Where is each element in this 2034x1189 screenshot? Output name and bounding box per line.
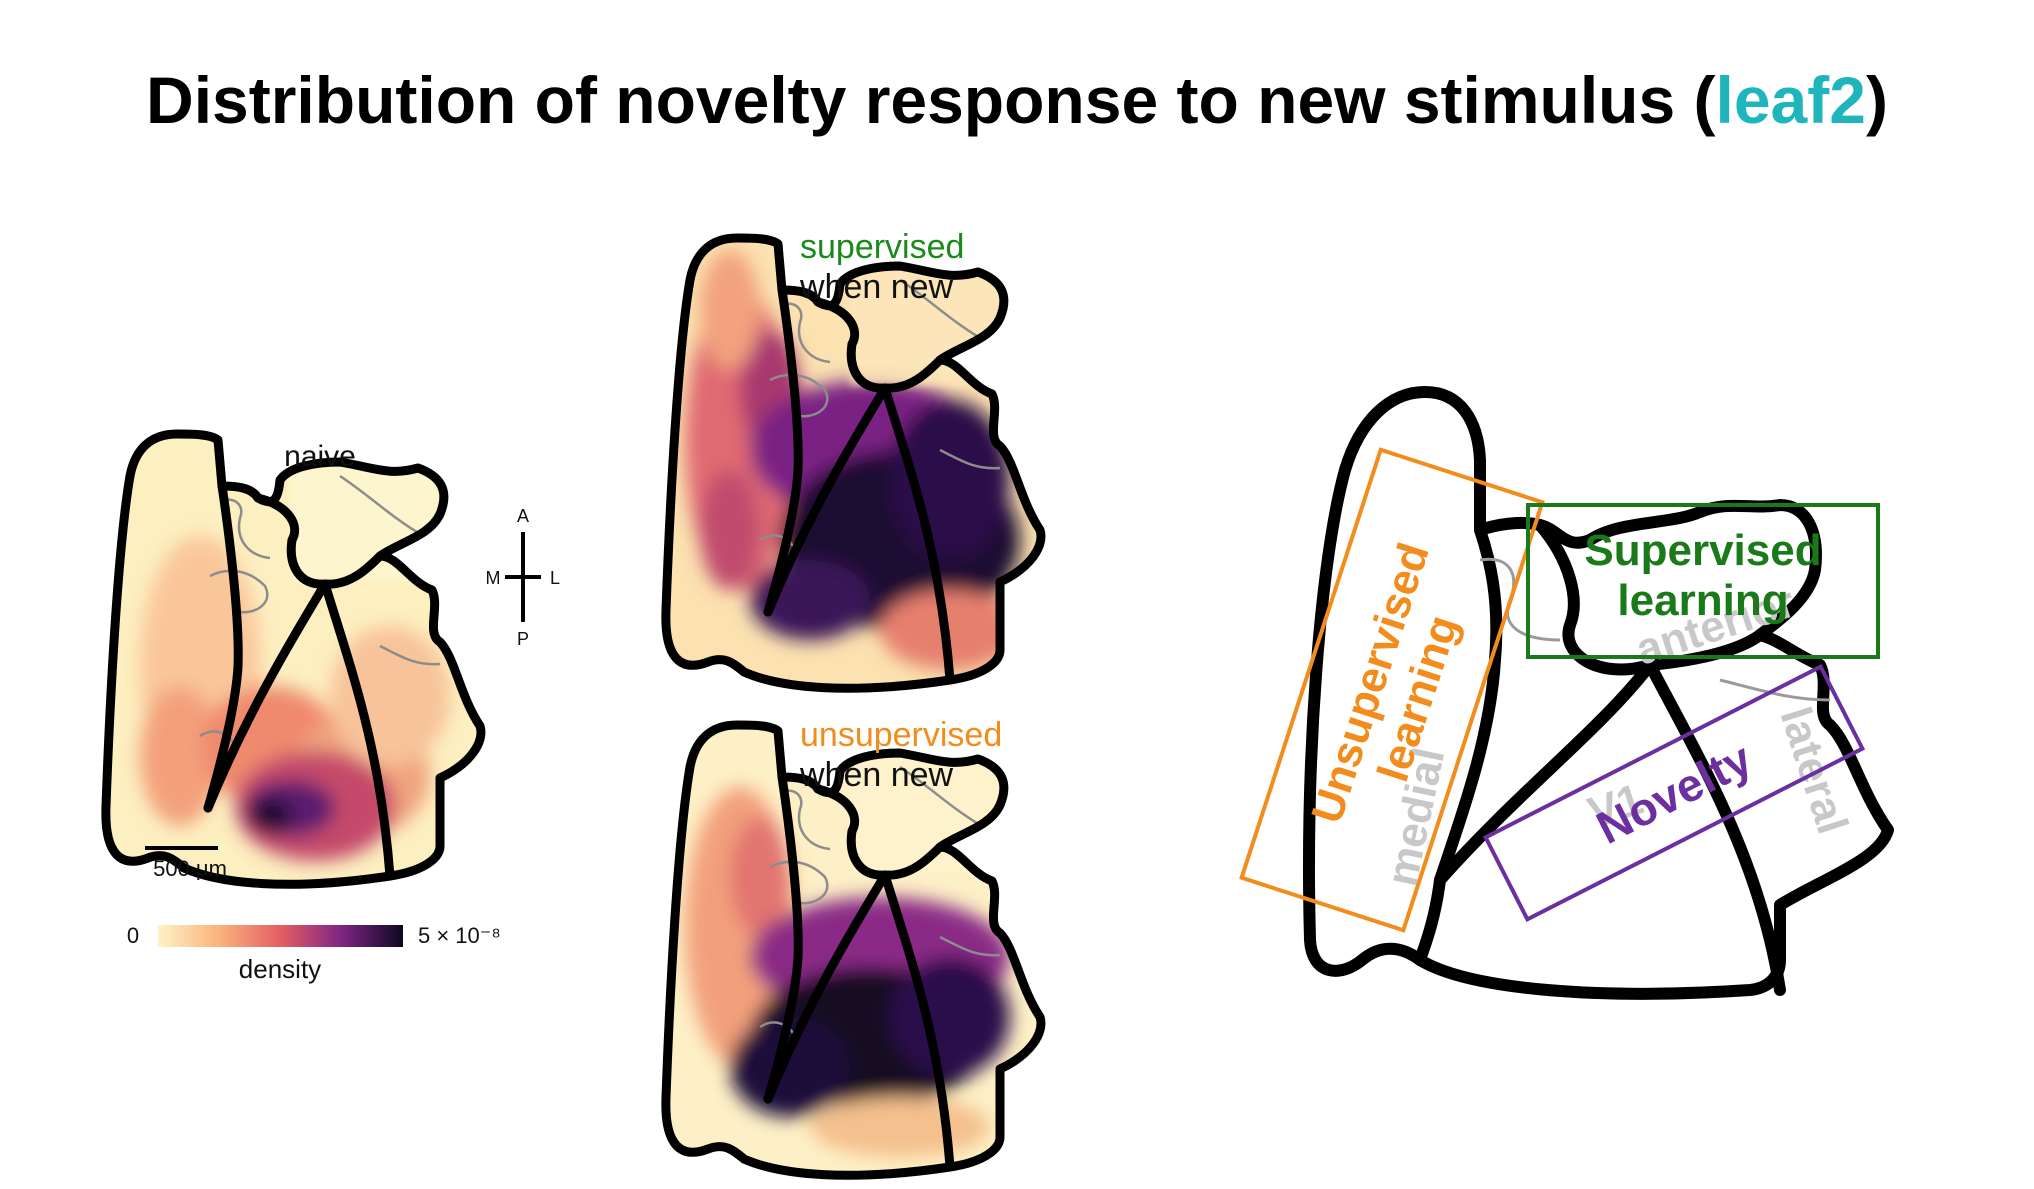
compass-medial: M [486, 568, 501, 588]
title-prefix: Distribution of novelty response to new … [146, 63, 1716, 137]
map-supervised [640, 220, 1060, 710]
colorbar-title: density [239, 954, 321, 984]
compass-anterior: A [517, 506, 529, 526]
area-label-lateral: lateral [1770, 701, 1857, 839]
unsupervised-sublabel: when new [799, 756, 954, 794]
supervised-learning-label-line: Supervised [1584, 526, 1821, 575]
supervised-sublabel: when new [799, 268, 954, 306]
compass-lateral: L [550, 568, 560, 588]
title-suffix: ) [1865, 63, 1888, 137]
supervised-learning-label-line: learning [1617, 576, 1788, 625]
unsupervised-label: unsupervised [800, 716, 1002, 754]
title-accent: leaf2 [1715, 63, 1866, 137]
colorbar [158, 925, 403, 947]
slide-title: Distribution of novelty response to new … [0, 62, 2034, 138]
colorbar-min: 0 [127, 923, 139, 948]
naive-label: naive [284, 440, 356, 473]
schematic-diagram: medial anterior V1 lateral Unsupervisedl… [1239, 386, 1894, 1000]
orientation-compass [505, 532, 541, 622]
supervised-learning-label: Supervised learning [1584, 526, 1821, 625]
map-naive [80, 416, 500, 906]
compass-posterior: P [517, 629, 529, 649]
map-unsupervised [640, 707, 1060, 1189]
supervised-label: supervised [800, 228, 964, 266]
supervised-learning-box: Supervised learning [1526, 503, 1880, 659]
colorbar-max: 5 × 10⁻⁸ [418, 923, 501, 948]
scale-bar-label: 500 μm [153, 856, 227, 881]
